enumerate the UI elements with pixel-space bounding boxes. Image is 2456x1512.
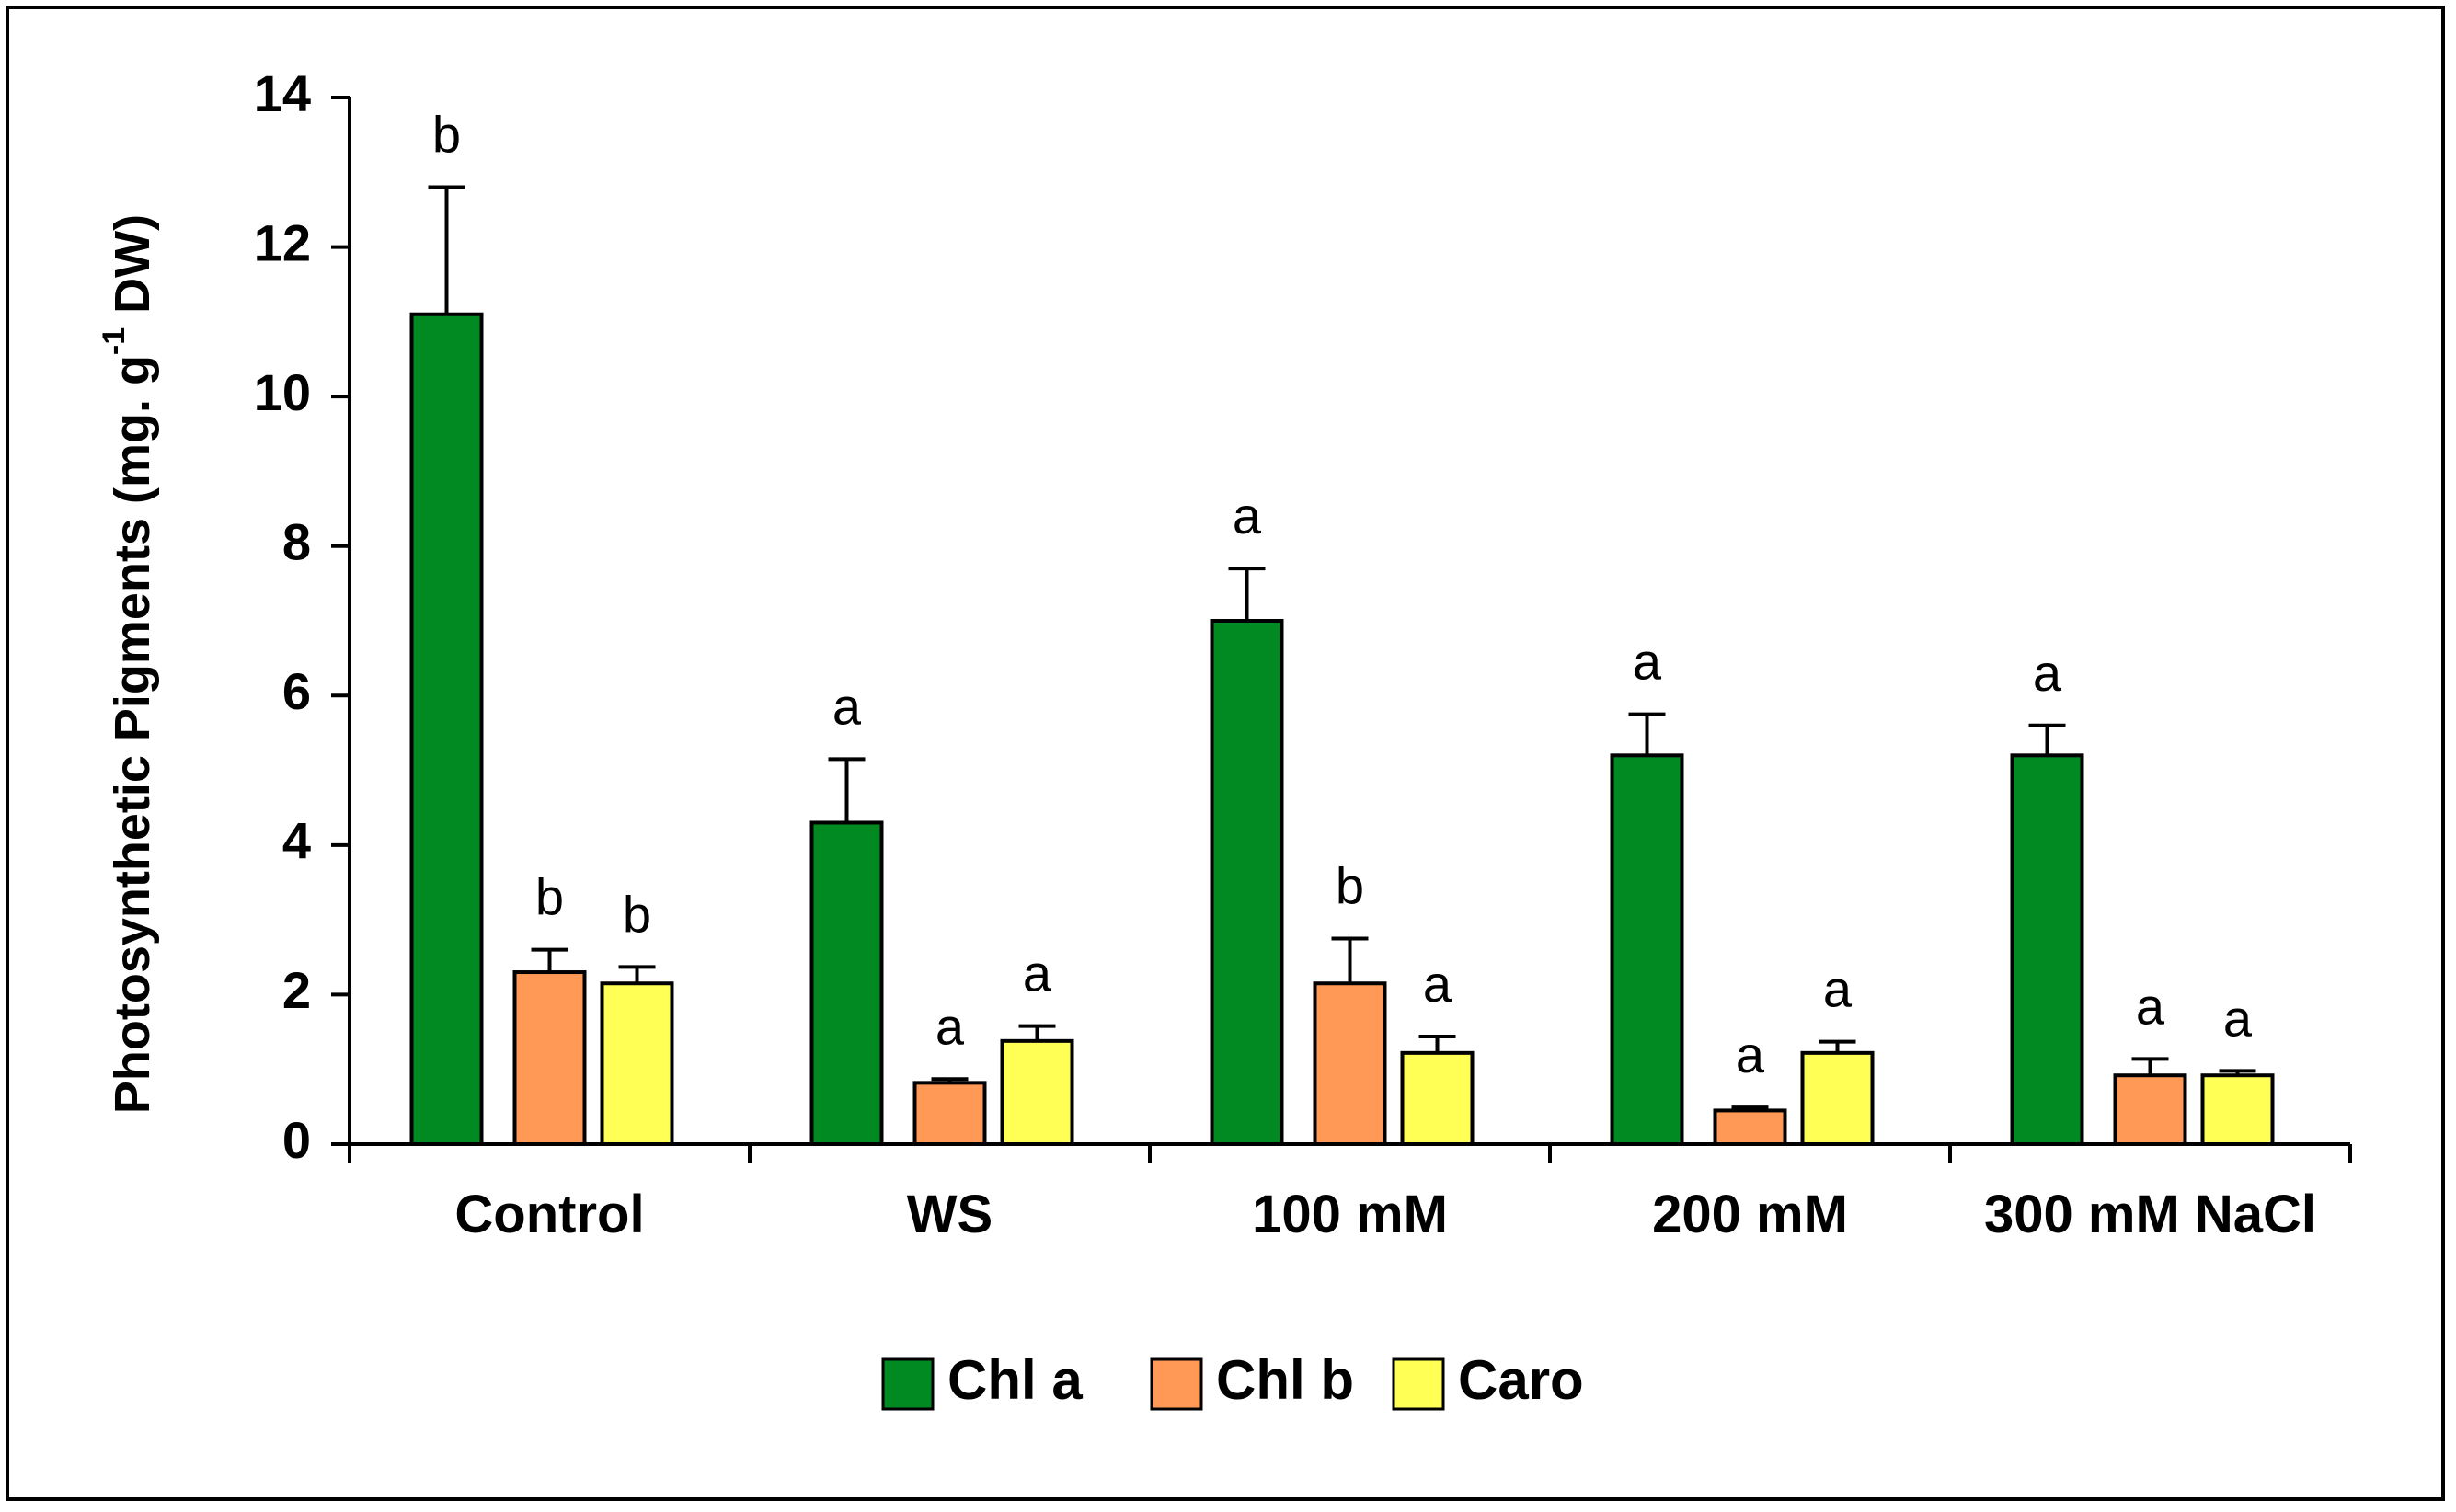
significance-label: a — [1023, 945, 1052, 1002]
y-axis-label-main: Photosynthetic Pigments (mg. g — [105, 355, 160, 1114]
y-axis-label-suffix: DW) — [105, 214, 160, 327]
significance-label: a — [2136, 977, 2165, 1035]
y-tick-label: 10 — [254, 363, 311, 421]
significance-label: b — [1336, 856, 1364, 914]
significance-label: b — [535, 868, 564, 926]
significance-label: a — [1233, 487, 1262, 544]
y-tick-label: 2 — [282, 961, 311, 1019]
significance-label: b — [623, 885, 651, 943]
bar — [2200, 1073, 2275, 1147]
bar — [2010, 753, 2084, 1146]
bar — [1000, 1038, 1074, 1146]
legend-swatch — [1150, 1357, 1203, 1411]
y-tick-label: 0 — [282, 1111, 311, 1169]
significance-label: a — [1633, 633, 1662, 691]
bar — [1400, 1050, 1475, 1146]
significance-label: a — [2223, 989, 2253, 1047]
legend-swatch — [881, 1357, 935, 1411]
y-tick-label: 4 — [282, 812, 311, 870]
legend: Chl a Chl b Caro — [881, 1349, 1584, 1411]
x-tick-label: 300 mM NaCl — [1984, 1185, 2316, 1244]
legend-label: Caro — [1458, 1349, 1584, 1411]
significance-label: a — [1823, 960, 1853, 1018]
x-tick-label: Control — [454, 1185, 644, 1244]
bar — [600, 981, 674, 1146]
plot-area: 0 2 4 6 8 10 12 14 Control WS 100 mM 200 mM 300 mM N… — [254, 64, 2352, 1244]
bar — [1210, 619, 1284, 1146]
bar — [2113, 1073, 2187, 1147]
bar — [1610, 753, 1684, 1146]
y-tick-label: 14 — [254, 64, 311, 122]
significance-label: a — [935, 997, 965, 1055]
y-axis-label: Photosynthetic Pigments (mg. g-1 DW) — [97, 214, 160, 1114]
legend-label: Chl b — [1216, 1349, 1354, 1411]
y-tick-label: 6 — [282, 662, 311, 720]
bar — [409, 312, 484, 1146]
significance-label: a — [2033, 644, 2062, 702]
x-tick-label: WS — [907, 1185, 993, 1244]
bar — [809, 820, 884, 1146]
y-tick-label: 8 — [282, 513, 311, 571]
bar — [1313, 981, 1387, 1146]
significance-label: b — [432, 106, 461, 164]
bar — [512, 970, 587, 1146]
bar — [1713, 1108, 1787, 1146]
significance-label: a — [1736, 1025, 1765, 1083]
bar — [912, 1081, 987, 1146]
legend-swatch — [1392, 1357, 1445, 1411]
x-tick-label: 200 mM — [1652, 1185, 1848, 1244]
y-axis-label-superscript: -1 — [97, 327, 132, 355]
significance-label: a — [1423, 955, 1452, 1013]
svg-text:Photosynthetic Pigments (mg.: Photosynthetic Pigments (mg. g-1 DW) — [97, 214, 160, 1114]
x-tick-label: 100 mM — [1252, 1185, 1448, 1244]
y-tick-label: 12 — [254, 213, 311, 271]
bar — [1800, 1050, 1875, 1146]
legend-label: Chl a — [947, 1349, 1083, 1411]
significance-label: a — [832, 677, 862, 735]
